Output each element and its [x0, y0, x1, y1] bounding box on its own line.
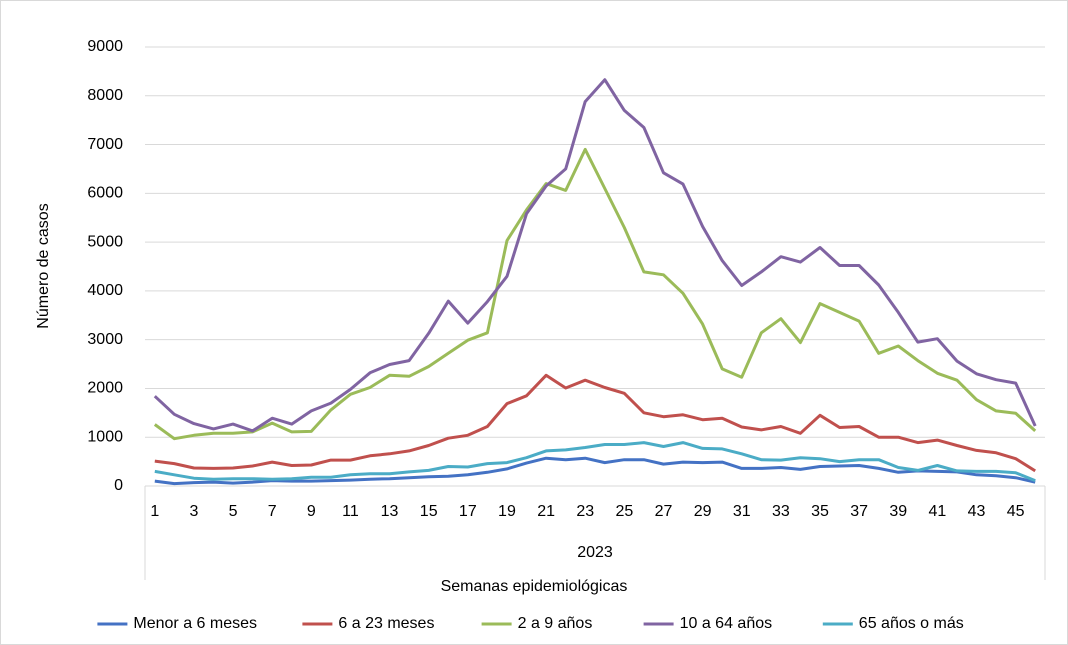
x-tick-label: 15 — [420, 503, 438, 520]
series-line — [154, 456, 1036, 486]
y-axis-title: Número de casos — [35, 203, 52, 328]
x-tick-label: 3 — [189, 503, 198, 520]
x-tick-label: 25 — [615, 503, 633, 520]
x-tick-label: 21 — [537, 503, 555, 520]
series-line — [153, 147, 1037, 441]
x-tick-label: 27 — [655, 503, 673, 520]
legend-label: 65 años o más — [859, 615, 964, 632]
x-tick-label: 17 — [459, 503, 477, 520]
y-tick-label: 0 — [114, 477, 123, 494]
x-tick-label: 33 — [772, 503, 790, 520]
x-tick-label: 35 — [811, 503, 829, 520]
x-tick-label: 23 — [576, 503, 594, 520]
series-line — [153, 78, 1037, 433]
series-line — [154, 373, 1036, 473]
legend-label: 6 a 23 meses — [338, 615, 434, 632]
x-tick-label: 29 — [694, 503, 712, 520]
y-tick-label: 7000 — [87, 136, 123, 153]
y-tick-label: 4000 — [87, 282, 123, 299]
x-tick-label: 19 — [498, 503, 516, 520]
x-tick-label: 31 — [733, 503, 751, 520]
x-axis-title: Semanas epidemiológicas — [441, 578, 628, 595]
legend-label: 2 a 9 años — [518, 615, 593, 632]
x-group-label: 2023 — [577, 544, 613, 561]
x-tick-label: 45 — [1007, 503, 1025, 520]
x-tick-label: 11 — [342, 503, 359, 520]
x-tick-label: 43 — [968, 503, 986, 520]
legend-label: 10 a 64 años — [680, 615, 773, 632]
y-tick-label: 8000 — [87, 87, 123, 104]
y-tick-label: 1000 — [87, 428, 123, 445]
x-tick-label: 7 — [268, 503, 277, 520]
x-tick-label: 39 — [889, 503, 907, 520]
legend-label: Menor a 6 meses — [133, 615, 257, 632]
y-tick-label: 3000 — [87, 331, 123, 348]
y-tick-label: 5000 — [87, 233, 123, 250]
y-tick-label: 6000 — [87, 185, 123, 202]
x-tick-label: 9 — [307, 503, 316, 520]
x-tick-label: 13 — [381, 503, 399, 520]
series-line — [154, 441, 1036, 482]
x-tick-label: 37 — [850, 503, 868, 520]
y-tick-label: 9000 — [87, 38, 123, 55]
x-tick-label: 41 — [928, 503, 946, 520]
x-tick-label: 1 — [150, 503, 159, 520]
x-tick-label: 5 — [229, 503, 238, 520]
y-tick-label: 2000 — [87, 380, 123, 397]
